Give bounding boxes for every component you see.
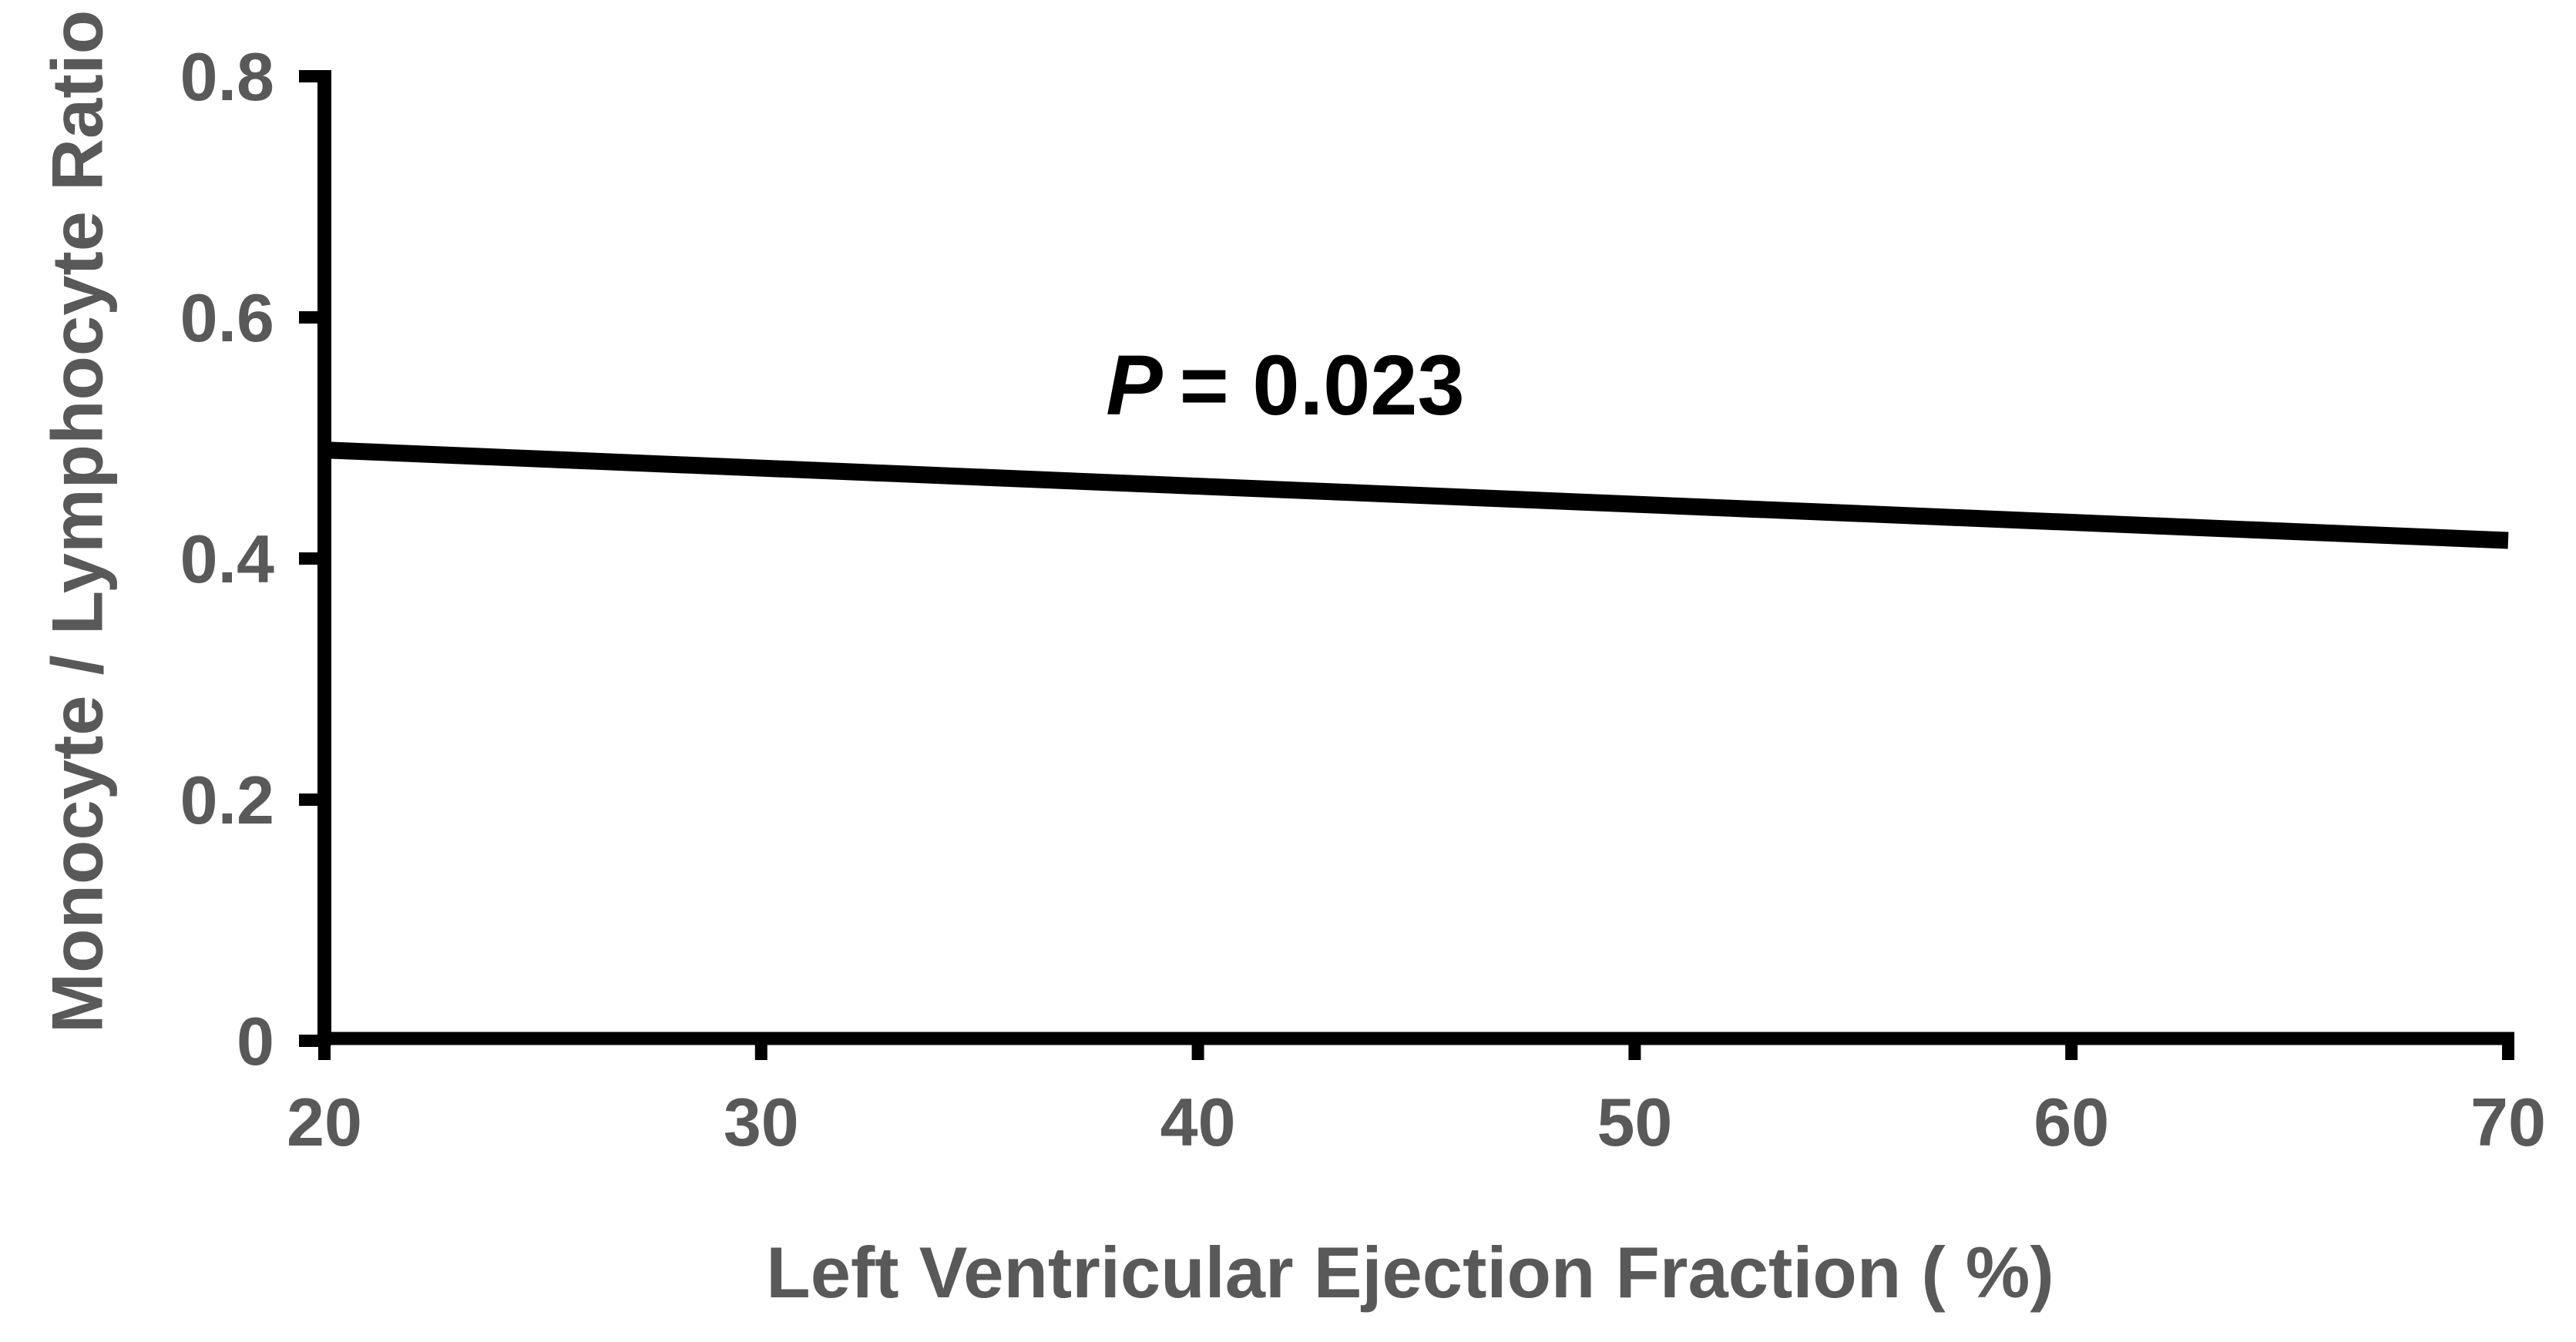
x-tick-label: 40 (1160, 1084, 1236, 1160)
x-axis-title: Left Ventricular Ejection Fraction ( %) (766, 1232, 2054, 1313)
x-tick-label: 30 (724, 1084, 799, 1160)
y-axis-title: Monocyte / Lymphocyte Ratio (37, 10, 118, 1033)
p-value-annotation: P = 0.023 (1106, 338, 1464, 433)
x-tick-label: 60 (2034, 1084, 2109, 1160)
y-tick-label: 0.8 (180, 39, 274, 115)
p-value-text: = 0.023 (1180, 338, 1465, 433)
x-tick-label: 70 (2470, 1084, 2546, 1160)
y-tick-label: 0.6 (180, 280, 274, 356)
p-symbol: P (1106, 338, 1163, 433)
y-tick-label: 0.4 (180, 521, 274, 597)
regression-line (324, 441, 2509, 549)
x-tick-label: 50 (1597, 1084, 1672, 1160)
axes-group: 0 0.2 0.4 0.6 0.8 20 30 40 50 60 70 (180, 39, 2546, 1160)
y-tick-label: 0.2 (180, 762, 274, 838)
x-tick-label: 20 (287, 1084, 362, 1160)
y-tick-label: 0 (237, 1003, 274, 1079)
